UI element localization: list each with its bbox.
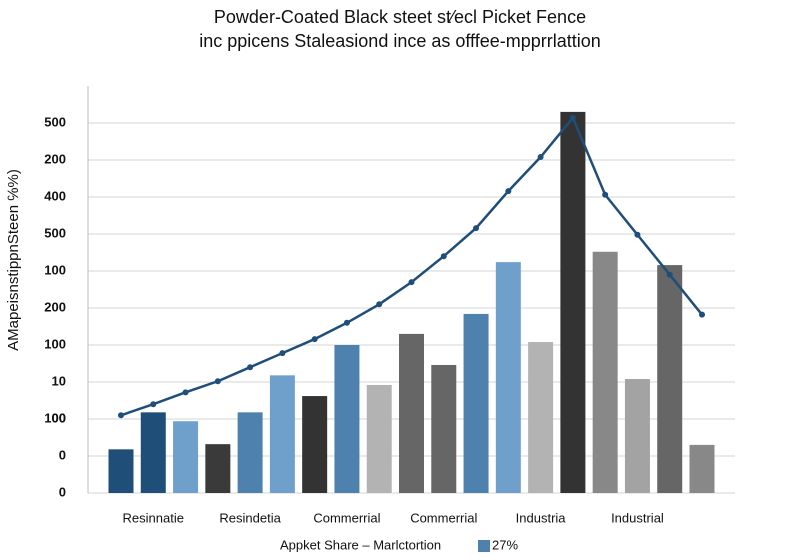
bar <box>431 364 457 493</box>
x-tick-label: Industrial <box>611 510 664 525</box>
line-marker <box>279 350 286 357</box>
line-marker <box>247 364 254 371</box>
y-tick-label: 400 <box>44 188 66 203</box>
y-tick-label: 100 <box>44 410 66 425</box>
line-marker <box>699 311 705 318</box>
x-tick-label: Industria <box>516 510 567 525</box>
bar <box>140 412 166 493</box>
bar <box>205 444 231 493</box>
line-marker <box>473 225 480 232</box>
legend-label: 27% <box>492 537 518 552</box>
line-marker <box>408 279 415 286</box>
bar <box>366 384 392 493</box>
y-tick-label: 10 <box>52 373 66 388</box>
y-tick-label: 100 <box>44 262 66 277</box>
y-tick-label: 500 <box>44 114 66 129</box>
y-axis-title: AMapeisnstippnSteen ℅%) <box>5 169 22 351</box>
bar <box>237 412 263 493</box>
y-tick-label: 0 <box>59 484 66 499</box>
line-marker <box>569 114 576 121</box>
line-marker <box>505 188 512 195</box>
x-tick-label: Commerrial <box>313 510 380 525</box>
chart-title: Powder-Coated Black steet st⁄ecl Picket … <box>214 7 586 27</box>
bar <box>495 262 521 493</box>
line-marker <box>666 271 673 278</box>
chart-subtitle: inc ppicens Staleasiond ince as offfee-m… <box>199 31 601 51</box>
line-marker <box>376 301 383 308</box>
line-marker <box>343 319 350 326</box>
bar <box>108 449 134 493</box>
line-marker <box>440 253 447 260</box>
bar <box>624 379 650 493</box>
bar <box>302 396 328 493</box>
y-tick-label: 200 <box>44 151 66 166</box>
bar <box>592 251 618 493</box>
line-marker <box>214 378 221 385</box>
bar <box>528 342 554 493</box>
y-tick-label: 100 <box>44 336 66 351</box>
bar <box>463 313 489 493</box>
bar <box>173 421 199 493</box>
x-tick-label: Resinnatie <box>123 510 184 525</box>
line-marker <box>602 191 609 198</box>
bar <box>399 333 424 493</box>
bar <box>689 444 715 493</box>
bar <box>560 111 586 494</box>
line-marker <box>634 231 641 238</box>
y-tick-label: 0 <box>59 447 66 462</box>
y-tick-label: 200 <box>44 299 66 314</box>
line-marker <box>537 154 544 161</box>
legend-swatch <box>478 540 490 552</box>
bar <box>334 345 360 493</box>
line-marker <box>182 389 189 396</box>
x-tick-label: Commerrial <box>410 510 477 525</box>
line-marker <box>311 336 318 343</box>
legend-label: Appket Share – Marlctortion <box>280 537 441 552</box>
bar <box>269 375 295 493</box>
x-tick-label: Resindetia <box>219 510 281 525</box>
line-marker <box>150 401 157 408</box>
bar <box>657 265 683 493</box>
y-tick-label: 00 <box>52 410 66 425</box>
y-tick-label: 500 <box>44 225 66 240</box>
line-marker <box>118 412 124 419</box>
